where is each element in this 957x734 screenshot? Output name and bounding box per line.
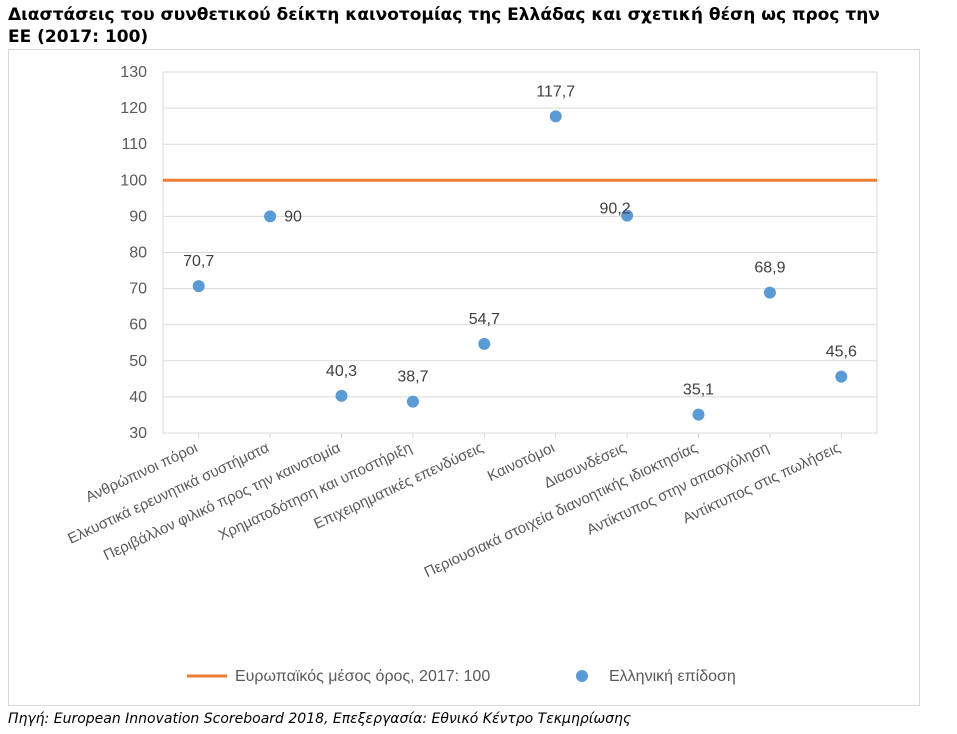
data-label: 54,7 — [469, 311, 500, 328]
greece-point — [835, 370, 848, 383]
legend-greece-swatch — [576, 670, 588, 682]
data-label: 90,2 — [600, 201, 631, 218]
chart-title: Διαστάσεις του συνθετικού δείκτη καινοτο… — [8, 5, 880, 47]
y-tick-label: 30 — [129, 425, 147, 442]
data-label: 40,3 — [326, 363, 357, 380]
data-label: 117,7 — [536, 83, 575, 100]
data-label: 35,1 — [683, 382, 714, 399]
chart-frame: 30 40 50 60 70 80 90 100 110 120 130 Ανθρώπινοι πό… — [8, 49, 920, 706]
greece-points — [192, 110, 848, 421]
y-tick-label: 90 — [129, 208, 147, 225]
data-labels: 70,7 90 40,3 38,7 54,7 117,7 90,2 35,1 68,9 45,6 — [183, 83, 857, 398]
data-label: 38,7 — [397, 369, 428, 386]
legend: Ευρωπαϊκός μέσος όρος, 2017: 100 Ελληνική… — [187, 668, 736, 685]
y-tick-label: 110 — [121, 136, 147, 153]
y-tick-label: 40 — [129, 389, 147, 406]
y-tick-label: 80 — [129, 245, 147, 262]
greece-point — [692, 408, 705, 421]
data-label: 70,7 — [183, 253, 214, 270]
greece-point — [549, 110, 562, 123]
data-label: 90 — [284, 208, 302, 225]
y-tick-label: 130 — [120, 64, 147, 81]
greece-point — [335, 389, 348, 402]
y-tick-label: 60 — [129, 317, 147, 334]
greece-point — [621, 209, 634, 222]
gridlines — [162, 71, 878, 434]
source-note: Πηγή: European Innovation Scoreboard 201… — [8, 711, 632, 727]
scatter-chart: 30 40 50 60 70 80 90 100 110 120 130 Ανθρώπινοι πό… — [65, 64, 878, 685]
greece-point — [192, 280, 205, 293]
data-label: 68,9 — [754, 260, 785, 277]
y-tick-label: 120 — [120, 100, 147, 117]
greece-point — [264, 210, 277, 223]
legend-eu-label: Ευρωπαϊκός μέσος όρος, 2017: 100 — [235, 668, 490, 685]
greece-point — [763, 286, 776, 299]
greece-point — [478, 337, 491, 350]
y-axis: 30 40 50 60 70 80 90 100 110 120 130 — [120, 64, 147, 442]
y-tick-label: 50 — [129, 353, 147, 370]
greece-point — [406, 395, 419, 408]
y-tick-label: 70 — [129, 281, 147, 298]
y-tick-label: 100 — [120, 172, 147, 189]
legend-greece-label: Ελληνική επίδοση — [609, 668, 736, 685]
data-label: 45,6 — [826, 344, 857, 361]
